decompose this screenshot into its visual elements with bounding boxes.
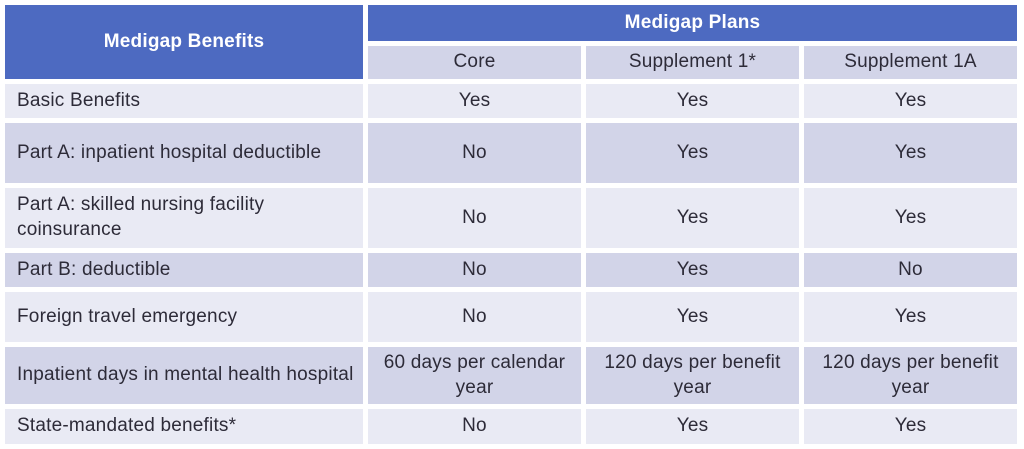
supplement-1-value: Yes bbox=[586, 84, 799, 118]
core-value: 60 days per calendar year bbox=[368, 347, 581, 404]
supplement-1a-value: Yes bbox=[804, 292, 1017, 342]
column-header-supplement-1a: Supplement 1A bbox=[804, 46, 1017, 79]
supplement-1a-value: Yes bbox=[804, 84, 1017, 118]
plan-names-row: Core Supplement 1* Supplement 1A bbox=[5, 46, 1017, 79]
supplement-1a-value: 120 days per benefit year bbox=[804, 347, 1017, 404]
supplement-1-value: Yes bbox=[586, 292, 799, 342]
header-row: Medigap Benefits Medigap Plans bbox=[5, 5, 1017, 79]
table-row-mental-health-days: Inpatient days in mental health hospital… bbox=[5, 347, 1017, 404]
supplement-1a-value: Yes bbox=[804, 409, 1017, 444]
core-value: No bbox=[368, 253, 581, 287]
benefit-label: State-mandated benefits* bbox=[5, 409, 363, 444]
supplement-1a-value: Yes bbox=[804, 188, 1017, 248]
benefit-label: Part B: deductible bbox=[5, 253, 363, 287]
core-value: No bbox=[368, 123, 581, 183]
benefit-label: Part A: skilled nursing facility coinsur… bbox=[5, 188, 363, 248]
table-row-foreign-travel: Foreign travel emergency No Yes Yes bbox=[5, 292, 1017, 342]
benefits-column-header: Medigap Benefits bbox=[5, 5, 363, 79]
column-header-core: Core bbox=[368, 46, 581, 79]
core-value: No bbox=[368, 292, 581, 342]
benefit-label: Inpatient days in mental health hospital bbox=[5, 347, 363, 404]
benefit-label: Part A: inpatient hospital deductible bbox=[5, 123, 363, 183]
column-header-supplement-1: Supplement 1* bbox=[586, 46, 799, 79]
supplement-1-value: 120 days per benefit year bbox=[586, 347, 799, 404]
table-row-basic-benefits: Basic Benefits Yes Yes Yes bbox=[5, 84, 1017, 118]
core-value: No bbox=[368, 188, 581, 248]
supplement-1-value: Yes bbox=[586, 123, 799, 183]
supplement-1-value: Yes bbox=[586, 188, 799, 248]
supplement-1a-value: No bbox=[804, 253, 1017, 287]
plans-group-header: Medigap Plans bbox=[368, 5, 1017, 41]
table-row-part-b-deductible: Part B: deductible No Yes No bbox=[5, 253, 1017, 287]
supplement-1a-value: Yes bbox=[804, 123, 1017, 183]
table-row-part-a-snf-coinsurance: Part A: skilled nursing facility coinsur… bbox=[5, 188, 1017, 248]
supplement-1-value: Yes bbox=[586, 409, 799, 444]
supplement-1-value: Yes bbox=[586, 253, 799, 287]
table-row-state-mandated: State-mandated benefits* No Yes Yes bbox=[5, 409, 1017, 444]
table-row-part-a-deductible: Part A: inpatient hospital deductible No… bbox=[5, 123, 1017, 183]
core-value: Yes bbox=[368, 84, 581, 118]
benefit-label: Basic Benefits bbox=[5, 84, 363, 118]
core-value: No bbox=[368, 409, 581, 444]
benefit-label: Foreign travel emergency bbox=[5, 292, 363, 342]
